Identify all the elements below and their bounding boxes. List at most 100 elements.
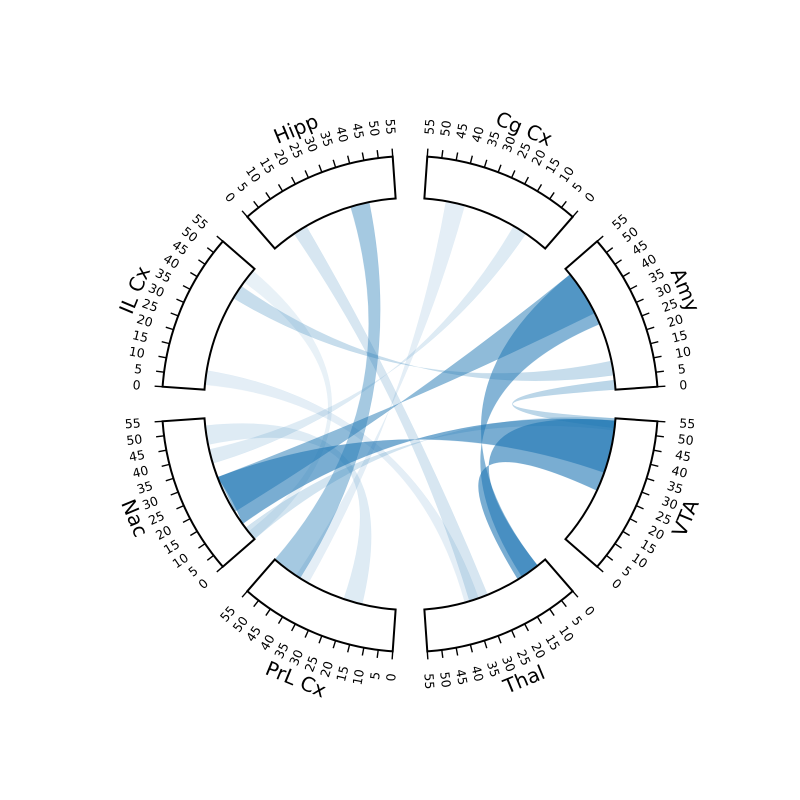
tick-mark <box>290 176 296 185</box>
tick-label: 15 <box>542 632 563 653</box>
tick-label: 10 <box>128 343 146 361</box>
tick-mark <box>170 491 179 496</box>
tick-label: 25 <box>140 295 160 315</box>
tick-mark <box>206 554 215 561</box>
tick-mark <box>622 530 631 537</box>
tick-label: 25 <box>514 647 534 668</box>
tick-mark <box>536 616 543 625</box>
tick-mark <box>657 385 666 388</box>
tick-mark <box>253 200 260 209</box>
tick-label: 30 <box>499 134 519 154</box>
sector-frame-nac <box>161 417 256 569</box>
tick-label: 55 <box>124 415 141 431</box>
tick-mark <box>614 543 622 549</box>
tick-mark <box>318 635 323 644</box>
tick-mark <box>641 312 650 317</box>
tick-label: 20 <box>665 311 685 330</box>
tick-mark <box>614 259 622 265</box>
tick-label: 45 <box>629 237 651 258</box>
tick-mark <box>605 247 614 254</box>
tick-label: 30 <box>286 647 306 668</box>
tick-label: 20 <box>528 640 549 661</box>
tick-mark <box>641 491 650 496</box>
tick-mark <box>646 477 655 482</box>
tick-label: 10 <box>556 163 577 185</box>
sector-frame-amy <box>564 239 659 391</box>
tick-mark <box>182 518 191 524</box>
sector-frame-cg-cx <box>423 155 575 250</box>
tick-mark <box>182 284 191 290</box>
tick-mark <box>198 259 206 265</box>
tick-mark <box>346 644 351 653</box>
tick-mark <box>469 155 474 164</box>
tick-label: 30 <box>301 134 321 154</box>
tick-mark <box>572 590 579 598</box>
tick-mark <box>265 608 271 616</box>
tick-label: 45 <box>453 668 471 686</box>
tick-mark <box>304 170 310 179</box>
tick-mark <box>549 192 555 200</box>
sector-frame-vta <box>564 417 659 569</box>
tick-label: 55 <box>421 673 437 690</box>
tick-mark <box>653 449 662 453</box>
tick-label: 25 <box>286 140 306 161</box>
tick-mark <box>497 164 502 173</box>
tick-label: 55 <box>679 415 696 431</box>
tick-mark <box>241 590 248 598</box>
tick-mark <box>605 554 614 561</box>
tick-mark <box>361 647 365 656</box>
region-sectors: 0510152025303540455055Amy051015202530354… <box>114 106 705 702</box>
tick-mark <box>391 148 394 157</box>
tick-label: 30 <box>140 493 160 513</box>
tick-mark <box>332 159 337 168</box>
tick-mark <box>253 599 260 608</box>
tick-label: 35 <box>271 640 292 661</box>
tick-label: 40 <box>468 664 486 683</box>
tick-label: 30 <box>660 493 680 513</box>
tick-mark <box>161 340 170 345</box>
tick-label: 40 <box>131 462 150 480</box>
tick-label: 5 <box>133 361 143 377</box>
tick-label: 25 <box>660 295 680 315</box>
tick-mark <box>176 298 185 304</box>
tick-mark <box>277 616 284 625</box>
tick-label: 35 <box>153 265 174 286</box>
tick-label: 45 <box>349 122 367 140</box>
tick-mark <box>655 370 664 373</box>
tick-label: 35 <box>484 659 503 679</box>
tick-mark <box>216 566 224 573</box>
tick-label: 40 <box>257 632 278 653</box>
tick-mark <box>560 599 567 608</box>
tick-mark <box>441 649 444 658</box>
tick-label: 0 <box>609 575 625 592</box>
tick-mark <box>635 298 644 304</box>
link-cg-cx-to-prl-cx <box>296 201 465 584</box>
tick-label: 5 <box>677 361 687 377</box>
sector-frame-il-cx <box>161 239 256 391</box>
tick-mark <box>216 235 224 242</box>
tick-label: 10 <box>243 164 264 186</box>
tick-label: 40 <box>468 125 486 144</box>
tick-label: 5 <box>367 671 383 681</box>
tick-label: 45 <box>170 237 192 258</box>
tick-mark <box>483 640 488 649</box>
tick-label: 20 <box>317 659 336 679</box>
tick-mark <box>161 463 170 468</box>
tick-mark <box>158 449 167 453</box>
tick-label: 20 <box>646 522 667 543</box>
tick-mark <box>650 463 659 468</box>
tick-label: 50 <box>437 119 454 137</box>
tick-mark <box>596 566 604 573</box>
tick-label: 0 <box>195 575 211 592</box>
tick-label: 45 <box>453 122 471 140</box>
tick-mark <box>426 651 429 660</box>
tick-mark <box>646 326 655 331</box>
tick-label: 20 <box>271 147 292 168</box>
tick-label: 25 <box>146 508 167 528</box>
tick-label: 20 <box>135 311 155 330</box>
tick-label: 0 <box>222 189 239 205</box>
